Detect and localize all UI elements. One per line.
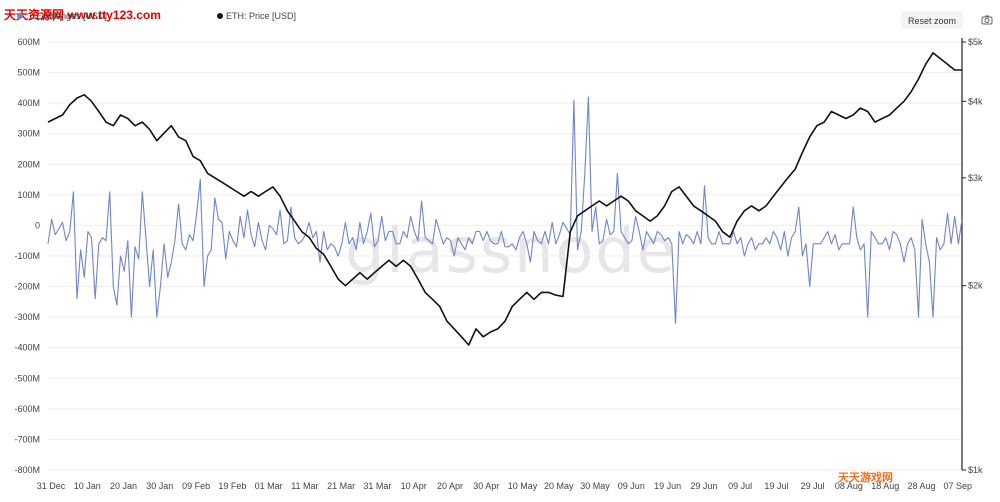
reset-zoom-button[interactable]: Reset zoom	[901, 11, 963, 29]
x-tick-label: 19 Jul	[764, 481, 788, 491]
y-right-tick-label: $3k	[968, 173, 983, 183]
x-tick-label: 20 Jan	[110, 481, 137, 491]
camera-icon[interactable]	[981, 14, 993, 26]
site-watermark: 天天资源网 www.tty123.com	[4, 8, 161, 22]
legend-label: ETH: Price [USD]	[226, 11, 296, 21]
x-tick-label: 09 Jul	[728, 481, 752, 491]
y-right-tick-label: $5k	[968, 37, 983, 47]
y-left-tick-label: 400M	[17, 98, 40, 108]
y-left-tick-label: -400M	[14, 343, 40, 353]
legend-marker	[17, 13, 23, 19]
y-right-tick-label: $2k	[968, 281, 983, 291]
y-right-tick-label: $1k	[968, 465, 983, 475]
x-tick-label: 10 May	[508, 481, 538, 491]
game-site-watermark: 天天游戏网	[838, 472, 893, 484]
y-left-tick-label: 100M	[17, 190, 40, 200]
x-tick-label: 29 Jun	[690, 481, 717, 491]
y-left-tick-label: -700M	[14, 434, 40, 444]
x-tick-label: 08 Aug	[835, 481, 863, 491]
y-left-tick-label: -200M	[14, 282, 40, 292]
x-tick-label: 29 Jul	[801, 481, 825, 491]
y-left-tick-label: -100M	[14, 251, 40, 261]
x-tick-label: 31 Mar	[363, 481, 391, 491]
y-left-tick-label: 0	[35, 220, 40, 230]
y-right-tick-label: $4k	[968, 96, 983, 106]
x-tick-label: 01 Mar	[255, 481, 283, 491]
y-left-tick-label: -600M	[14, 404, 40, 414]
x-tick-label: 30 Jan	[146, 481, 173, 491]
x-tick-label: 11 Mar	[291, 481, 318, 491]
x-tick-label: 20 May	[544, 481, 574, 491]
x-tick-label: 30 May	[580, 481, 610, 491]
x-tick-label: 31 Dec	[37, 481, 66, 491]
y-left-tick-label: 200M	[17, 159, 40, 169]
series-line-exchange-netflow	[47, 96, 963, 324]
y-left-tick-label: 300M	[17, 129, 40, 139]
legend-label: ... Exchanges [USD]	[26, 11, 107, 21]
y-left-tick-label: -500M	[14, 373, 40, 383]
x-tick-label: 10 Apr	[401, 481, 427, 491]
series-line-eth-price	[47, 52, 962, 346]
y-left-tick-label: 600M	[17, 37, 40, 47]
x-tick-label: 19 Jun	[654, 481, 681, 491]
y-left-tick-label: -800M	[14, 465, 40, 475]
y-left-tick-label: -300M	[14, 312, 40, 322]
x-tick-label: 21 Mar	[327, 481, 355, 491]
x-tick-label: 19 Feb	[218, 481, 246, 491]
y-left-tick-label: 500M	[17, 68, 40, 78]
x-tick-label: 10 Jan	[74, 481, 101, 491]
x-tick-label: 20 Apr	[437, 481, 463, 491]
legend-marker	[217, 13, 223, 19]
x-tick-label: 09 Jun	[618, 481, 645, 491]
x-tick-label: 30 Apr	[473, 481, 499, 491]
x-tick-label: 07 Sep	[943, 481, 972, 491]
x-tick-label: 18 Aug	[871, 481, 899, 491]
x-tick-label: 09 Feb	[182, 481, 210, 491]
x-tick-label: 28 Aug	[907, 481, 935, 491]
